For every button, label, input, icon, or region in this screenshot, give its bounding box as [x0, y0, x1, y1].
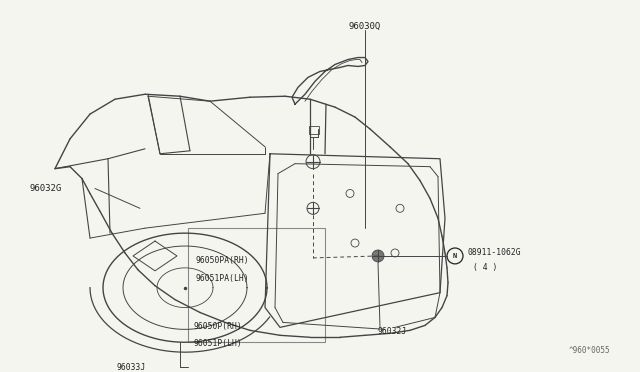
Text: 96051P(LH): 96051P(LH) [193, 339, 242, 348]
Circle shape [372, 250, 384, 262]
Text: 96051PA(LH): 96051PA(LH) [196, 274, 250, 283]
Text: 96032G: 96032G [30, 184, 62, 193]
Text: ^960*0055: ^960*0055 [568, 346, 610, 355]
Text: ( 4 ): ( 4 ) [473, 263, 497, 272]
Bar [309, 126, 319, 134]
Text: N: N [453, 253, 457, 259]
Text: 96050P(RH): 96050P(RH) [193, 323, 242, 331]
Text: 96033J: 96033J [116, 363, 146, 372]
Bar [188, 228, 325, 342]
Text: 96050PA(RH): 96050PA(RH) [196, 256, 250, 265]
Text: 96032J: 96032J [378, 327, 407, 336]
Text: 08911-1062G: 08911-1062G [467, 248, 520, 257]
Text: 96030Q: 96030Q [349, 22, 381, 31]
